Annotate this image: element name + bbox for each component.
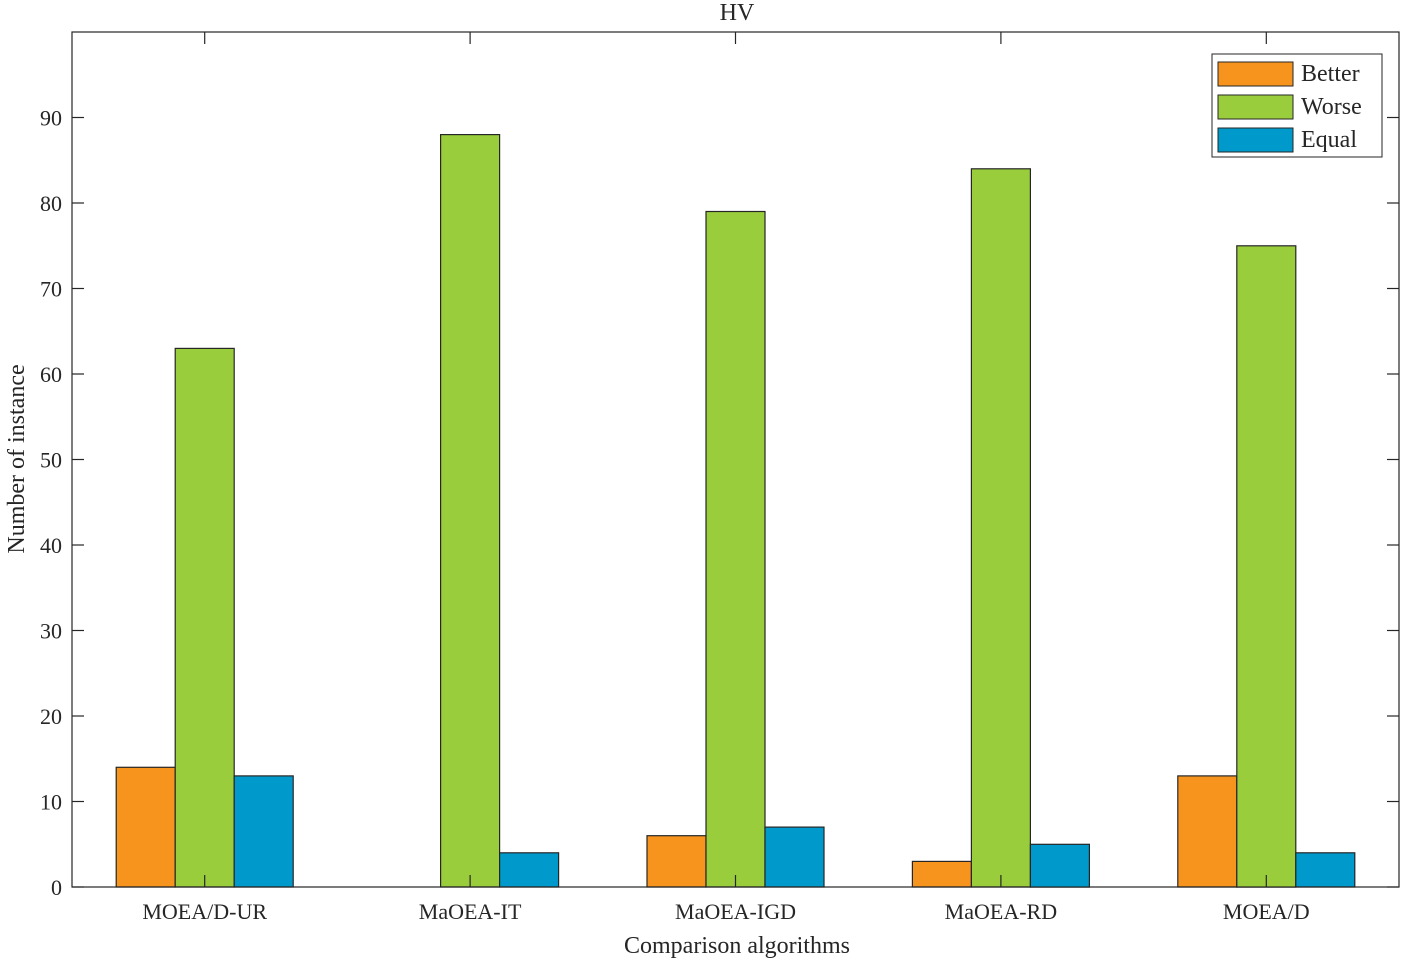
x-tick-label: MaOEA-IT — [419, 899, 522, 924]
legend-swatch-worse — [1217, 94, 1294, 120]
y-tick-label: 80 — [40, 191, 62, 216]
bar-better-3 — [646, 835, 707, 888]
bar-worse-4 — [970, 168, 1032, 888]
x-tick-label: MOEA/D-UR — [142, 899, 267, 924]
legend-label-equal: Equal — [1301, 127, 1357, 153]
x-axis-label: Comparison algorithms — [624, 933, 850, 959]
axis-ticks: 0 10 20 30 40 50 60 70 80 90 MOEA/D-UR MaOEA-IT MaOE… — [40, 32, 1399, 924]
bar-equal-2 — [499, 852, 560, 888]
bar-worse-2 — [440, 134, 501, 888]
y-tick-label: 70 — [40, 277, 62, 302]
x-tick-label: MOEA/D — [1223, 899, 1310, 924]
y-tick-label: 50 — [40, 448, 62, 473]
bars-layer — [115, 134, 1356, 888]
bar-equal-4 — [1029, 843, 1091, 888]
y-tick-label: 10 — [40, 790, 62, 815]
bar-worse-3 — [705, 210, 766, 888]
legend: Better Worse Equal — [1211, 53, 1383, 158]
bar-worse-5 — [1236, 245, 1297, 888]
bar-equal-1 — [233, 775, 294, 888]
bar-better-4 — [911, 860, 973, 888]
legend-swatch-better — [1217, 61, 1294, 87]
bar-better-1 — [115, 766, 176, 888]
y-tick-label: 20 — [40, 704, 62, 729]
y-axis-label: Number of instance — [4, 364, 30, 553]
bar-equal-5 — [1295, 852, 1356, 888]
y-tick-label: 60 — [40, 362, 62, 387]
legend-label-worse: Worse — [1301, 94, 1362, 120]
bar-worse-1 — [174, 347, 235, 888]
legend-swatch-equal — [1217, 127, 1294, 153]
x-tick-label: MaOEA-IGD — [675, 899, 796, 924]
legend-label-better: Better — [1301, 61, 1360, 87]
x-tick-label: MaOEA-RD — [945, 899, 1057, 924]
y-tick-label: 90 — [40, 106, 62, 131]
bar-equal-3 — [764, 826, 825, 888]
y-tick-label: 30 — [40, 619, 62, 644]
y-tick-label: 0 — [51, 875, 62, 900]
chart-title: HV — [720, 0, 755, 26]
bar-better-5 — [1177, 775, 1238, 888]
y-tick-label: 40 — [40, 533, 62, 558]
